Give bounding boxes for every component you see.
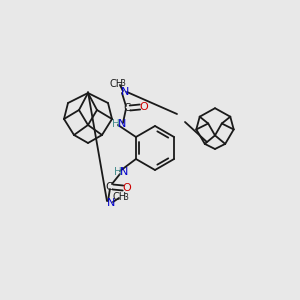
Text: C: C xyxy=(123,103,130,113)
Text: H: H xyxy=(114,167,122,177)
Text: N: N xyxy=(118,119,126,129)
Text: C: C xyxy=(105,182,112,192)
Text: H: H xyxy=(112,119,120,129)
Text: CH: CH xyxy=(110,79,124,89)
Text: O: O xyxy=(140,102,148,112)
Text: 3: 3 xyxy=(121,80,125,88)
Text: N: N xyxy=(107,198,115,208)
Text: N: N xyxy=(121,87,129,97)
Text: 3: 3 xyxy=(124,193,128,202)
Text: N: N xyxy=(120,167,128,177)
Text: CH: CH xyxy=(113,192,127,202)
Text: O: O xyxy=(123,183,131,193)
